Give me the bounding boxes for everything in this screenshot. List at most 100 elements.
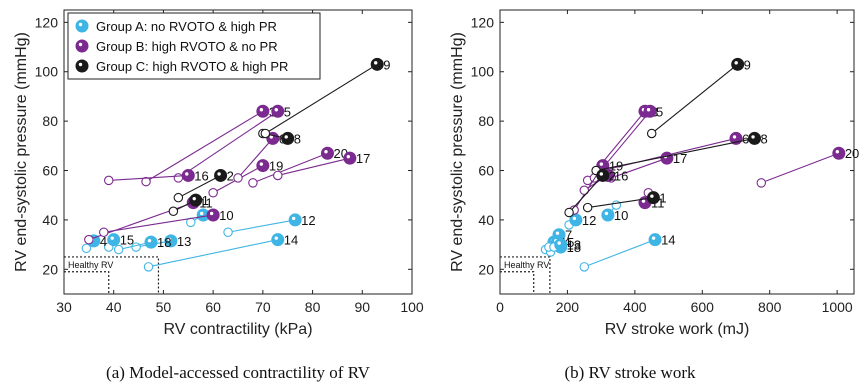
post-point-highlight: [217, 172, 221, 176]
series-group-b: 3520176191611: [569, 104, 859, 215]
patient-label: 14: [284, 233, 298, 248]
patient-label: 12: [582, 213, 596, 228]
patient-label: 13: [177, 234, 191, 249]
patient-label: 7: [565, 228, 572, 243]
legend-item: Group B: high RVOTO & no PR: [75, 39, 278, 54]
patient-label: 16: [614, 168, 628, 183]
connector-line: [761, 152, 840, 184]
post-point-highlight: [732, 135, 737, 139]
pre-point: [173, 192, 184, 203]
patient-label: 17: [673, 151, 687, 166]
post-point: [370, 57, 384, 71]
legend-box: [67, 12, 321, 80]
pre-point: [143, 262, 154, 272]
post-point-highlight: [147, 238, 152, 243]
pre-point: [113, 244, 124, 255]
healthy-region-inner: [64, 271, 110, 294]
patient-label: 4: [563, 235, 570, 250]
healthy-region-outer: [500, 256, 551, 294]
y-tick-label: 40: [478, 212, 494, 228]
post-point: [320, 146, 334, 160]
patient-label: 4: [100, 234, 107, 249]
figure-caption: (a) Model-accessed contractility of RV: [106, 363, 371, 382]
patient-label: 2: [609, 168, 616, 183]
legend-item: Group C: high RVOTO & high PR: [75, 59, 288, 74]
y-tick-label: 20: [478, 261, 494, 277]
x-axis-label: RV contractility (kPa): [163, 321, 312, 338]
y-tick-label: 40: [42, 212, 58, 228]
series-group-a: 121415131847: [81, 208, 316, 272]
pre-point: [260, 128, 271, 139]
legend-label: Group C: high RVOTO & high PR: [96, 59, 288, 74]
post-point-highlight: [185, 172, 189, 176]
patient-label: 18: [157, 235, 171, 250]
post-point: [554, 238, 568, 252]
post-point-highlight: [167, 237, 172, 242]
post-point-highlight: [650, 194, 654, 198]
post-point-highlight: [274, 108, 278, 112]
y-tick-label: 100: [471, 64, 495, 80]
post-point: [648, 233, 662, 247]
connector-line: [148, 239, 278, 268]
pre-point: [99, 227, 109, 238]
x-tick-label: 30: [56, 299, 72, 315]
post-point: [596, 168, 610, 182]
post-point: [748, 131, 762, 145]
connector-line: [568, 175, 604, 213]
post-point-highlight: [557, 241, 561, 245]
healthy-region-label: Healthy RV: [68, 260, 113, 270]
post-point-highlight: [284, 135, 288, 139]
connector-line: [145, 110, 264, 183]
post-point-highlight: [346, 154, 351, 159]
connector-line: [178, 110, 279, 179]
post-point-highlight: [291, 216, 296, 221]
post-point: [181, 168, 195, 182]
post-point: [164, 234, 178, 248]
legend-marker: [75, 39, 89, 53]
x-tick-label: 70: [255, 299, 271, 315]
y-tick-label: 60: [478, 163, 494, 179]
post-point-highlight: [259, 108, 264, 112]
patient-label: 9: [744, 57, 751, 72]
post-point: [288, 213, 302, 227]
post-point: [271, 104, 285, 118]
pre-point: [579, 185, 590, 196]
post-point-highlight: [200, 211, 204, 216]
pre-point: [582, 202, 593, 213]
patient-label: 1: [202, 193, 209, 208]
legend-marker: [75, 59, 89, 73]
post-point-highlight: [374, 61, 378, 65]
legend-marker-highlight: [78, 22, 83, 27]
plot-area: [63, 9, 413, 295]
post-point-highlight: [734, 61, 738, 65]
pre-point: [141, 176, 151, 187]
legend-label: Group A: no RVOTO & high PR: [96, 19, 277, 34]
x-tick-label: 100: [400, 299, 424, 315]
healthy-region-label: Healthy RV: [504, 260, 549, 270]
post-point: [643, 104, 657, 118]
y-axis-label: RV end-systolic pressure (mmHg): [449, 32, 466, 272]
post-point: [731, 57, 745, 71]
patient-label: 6: [742, 131, 749, 146]
patient-label: 2: [227, 168, 234, 183]
x-tick-label: 40: [106, 299, 122, 315]
post-point: [271, 233, 285, 247]
patient-label: 5: [284, 104, 291, 119]
patient-label: 1: [659, 191, 666, 206]
connector-line: [611, 157, 668, 179]
patient-label: 8: [761, 131, 768, 146]
x-tick-label: 80: [305, 299, 321, 315]
post-point: [256, 159, 270, 173]
patient-label: 18: [567, 240, 581, 255]
post-point-highlight: [646, 108, 651, 112]
patient-label: 10: [614, 208, 628, 223]
post-point-highlight: [269, 135, 273, 139]
post-point-highlight: [599, 172, 604, 176]
patient-label: 16: [194, 168, 208, 183]
legend-marker: [75, 19, 89, 33]
post-point: [107, 233, 121, 247]
pre-point: [273, 170, 283, 181]
patient-label: 20: [845, 146, 859, 161]
pre-point: [579, 262, 590, 272]
